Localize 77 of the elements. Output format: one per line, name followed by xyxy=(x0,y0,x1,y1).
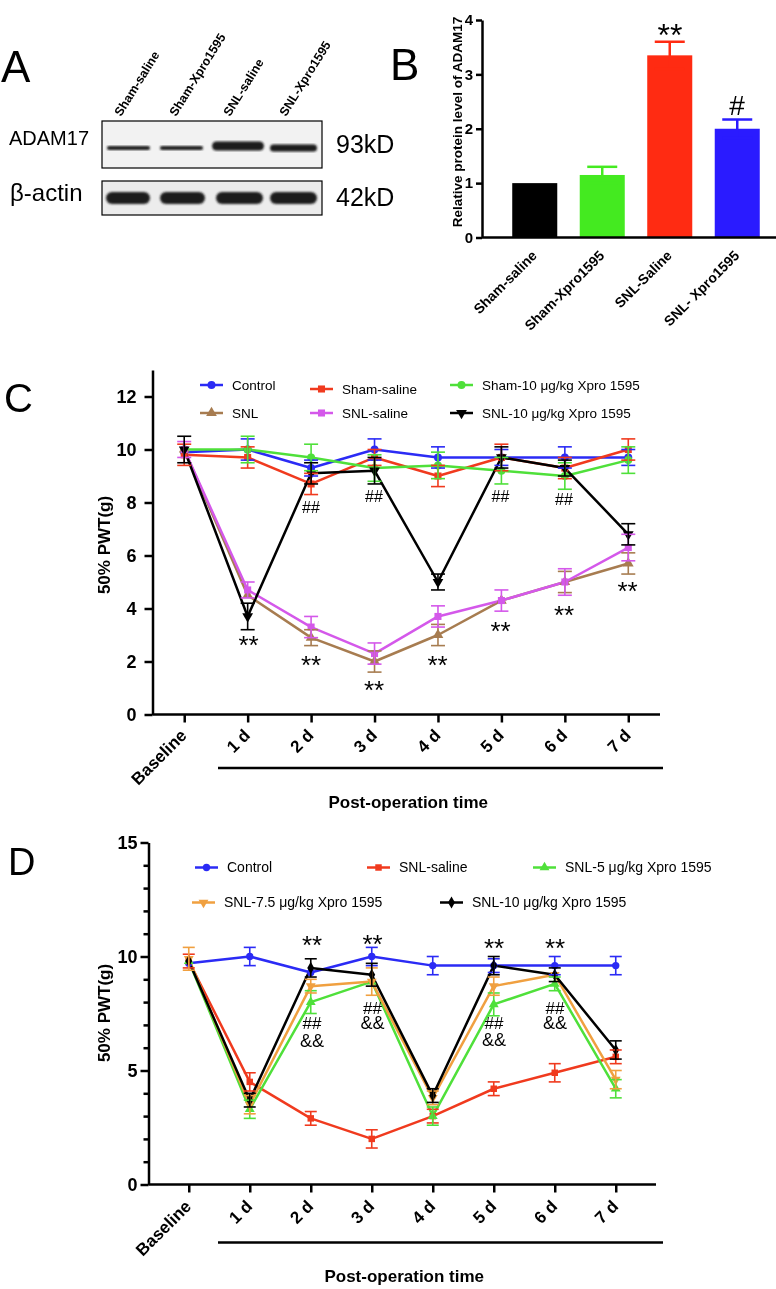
y-tick-label: 0 xyxy=(127,1174,138,1195)
legend-label: SNL-saline xyxy=(399,859,468,876)
x-tick-label: 2 d xyxy=(286,1196,318,1228)
annotation: ** xyxy=(617,575,638,606)
annotation: # xyxy=(729,89,746,121)
annotation: ** xyxy=(544,932,566,963)
legend-label: Sham-10 μg/kg Xpro 1595 xyxy=(482,377,640,393)
annotation: ** xyxy=(483,932,505,963)
annotation: && xyxy=(542,1013,568,1034)
x-tick-label: 4 d xyxy=(408,1196,440,1228)
legend-label: SNL-10 μg/kg Xpro 1595 xyxy=(482,405,631,421)
y-tick-label: 5 xyxy=(127,1060,138,1081)
y-tick-label: 12 xyxy=(116,386,137,407)
y-axis-title: 50% PWT(g) xyxy=(95,963,114,1063)
legend-label: Control xyxy=(227,859,273,876)
legend-label: SNL-7.5 μg/kg Xpro 1595 xyxy=(224,894,383,911)
legend-label: SNL-10 μg/kg Xpro 1595 xyxy=(472,894,627,911)
y-tick-label: 1 xyxy=(464,174,473,192)
y-tick-label: 2 xyxy=(126,651,137,672)
legend-label: SNL-5 μg/kg Xpro 1595 xyxy=(565,859,712,876)
legend-label: Sham-saline xyxy=(342,381,418,397)
x-tick-label: 6 d xyxy=(540,725,572,757)
annotation: ** xyxy=(362,928,383,959)
x-tick-label: 2 d xyxy=(286,725,318,757)
text: 93kD xyxy=(336,130,395,158)
x-tick-label: 3 d xyxy=(350,725,381,757)
x-tick-label: 3 d xyxy=(347,1196,379,1228)
legend-label: SNL xyxy=(232,405,259,421)
annotation: && xyxy=(360,1013,385,1034)
x-tick-label: 7 d xyxy=(603,725,635,757)
annotation: ## xyxy=(365,487,383,505)
y-tick-label: 10 xyxy=(116,439,137,460)
y-tick-label: 0 xyxy=(126,704,137,725)
x-tick-label: 1 d xyxy=(225,1196,257,1228)
x-tick-label: 4 d xyxy=(413,725,445,757)
y-tick-label: 4 xyxy=(126,598,137,619)
annotation: ** xyxy=(363,674,385,705)
annotation: && xyxy=(481,1030,507,1051)
x-axis-title: Post-operation time xyxy=(328,793,489,812)
annotation: ## xyxy=(302,499,320,517)
annotation: ** xyxy=(553,599,575,630)
text: β-actin xyxy=(10,179,83,206)
x-axis-title: Post-operation time xyxy=(324,1267,485,1286)
y-tick-label: 0 xyxy=(464,228,473,246)
text: D xyxy=(8,841,36,883)
x-tick-label: 5 d xyxy=(469,1196,501,1228)
y-tick-label: 8 xyxy=(126,492,137,513)
annotation: ## xyxy=(555,490,573,508)
annotation: ** xyxy=(490,615,511,646)
annotation: ## xyxy=(302,1013,322,1033)
annotation: ## xyxy=(484,1013,504,1033)
legend-label: Control xyxy=(232,377,276,393)
x-tick-label: 1 d xyxy=(223,725,254,757)
y-axis-title: 50% PWT(g) xyxy=(95,495,114,595)
y-tick-label: 3 xyxy=(464,65,473,83)
x-tick-label: 5 d xyxy=(476,725,508,757)
text: A xyxy=(1,42,31,91)
y-tick-label: 15 xyxy=(117,832,138,853)
annotation: ** xyxy=(300,649,322,680)
x-tick-label: 6 d xyxy=(530,1196,562,1228)
y-tick-label: 4 xyxy=(464,11,474,29)
annotation: ** xyxy=(427,649,448,680)
annotation: ** xyxy=(238,629,259,660)
text: C xyxy=(4,376,33,420)
text: 42kD xyxy=(336,183,395,211)
annotation: ## xyxy=(491,487,510,505)
annotation: ** xyxy=(301,929,323,960)
y-axis-title: Relative protein level of ADAM17 xyxy=(450,16,465,228)
annotation: ** xyxy=(657,17,683,54)
y-tick-label: 6 xyxy=(126,545,137,566)
text: ADAM17 xyxy=(9,127,90,149)
x-tick-label: 7 d xyxy=(591,1196,623,1228)
legend-label: SNL-saline xyxy=(342,405,409,421)
y-tick-label: 10 xyxy=(117,946,138,967)
annotation: && xyxy=(299,1031,325,1052)
y-tick-label: 2 xyxy=(464,120,473,138)
text: B xyxy=(390,40,420,89)
